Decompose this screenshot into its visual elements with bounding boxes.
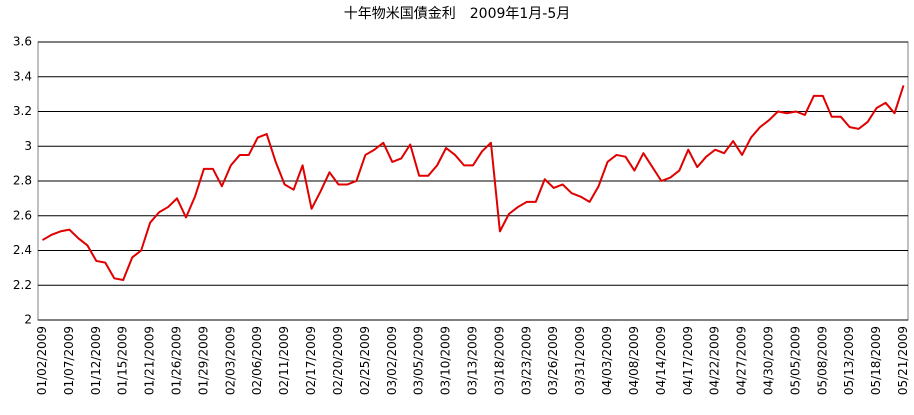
x-tick-label: 05/08/2009 — [815, 326, 829, 395]
x-tick-label: 05/18/2009 — [869, 326, 883, 395]
chart-title: 十年物米国債金利 2009年1月-5月 — [344, 6, 571, 22]
x-tick-label: 02/03/2009 — [223, 326, 237, 395]
x-tick-label: 01/12/2009 — [89, 326, 103, 395]
x-tick-label: 02/06/2009 — [250, 326, 264, 395]
x-tick-label: 03/23/2009 — [519, 326, 533, 395]
y-tick-label: 2.2 — [13, 278, 32, 292]
x-tick-label: 04/17/2009 — [681, 326, 695, 395]
x-tick-label: 04/03/2009 — [600, 326, 614, 395]
x-tick-label: 01/26/2009 — [170, 326, 184, 395]
y-tick-label: 2.8 — [13, 174, 32, 188]
y-tick-label: 3.2 — [13, 104, 32, 118]
x-tick-label: 01/15/2009 — [116, 326, 130, 395]
y-tick-label: 2.6 — [13, 208, 32, 222]
x-tick-label: 02/11/2009 — [277, 326, 291, 395]
y-tick-label: 2.4 — [13, 243, 32, 257]
x-tick-label: 03/18/2009 — [492, 326, 506, 395]
x-tick-label: 03/05/2009 — [412, 326, 426, 395]
x-tick-label: 04/27/2009 — [735, 326, 749, 395]
x-tick-label: 04/14/2009 — [654, 326, 668, 395]
x-tick-label: 01/07/2009 — [62, 326, 76, 395]
x-tick-label: 04/30/2009 — [761, 326, 775, 395]
x-tick-label: 03/10/2009 — [439, 326, 453, 395]
x-tick-label: 01/02/2009 — [35, 326, 49, 395]
y-tick-label: 2 — [24, 313, 32, 327]
x-tick-label: 02/25/2009 — [358, 326, 372, 395]
x-tick-label: 05/21/2009 — [896, 326, 910, 395]
x-tick-label: 05/05/2009 — [788, 326, 802, 395]
x-tick-label: 03/26/2009 — [546, 326, 560, 395]
x-tick-label: 01/29/2009 — [196, 326, 210, 395]
x-tick-label: 03/31/2009 — [573, 326, 587, 395]
x-tick-label: 02/20/2009 — [331, 326, 345, 395]
x-tick-label: 04/08/2009 — [627, 326, 641, 395]
x-tick-label: 01/21/2009 — [143, 326, 157, 395]
line-series — [41, 85, 905, 282]
y-tick-label: 3.6 — [13, 35, 32, 49]
y-tick-label: 3.4 — [13, 69, 32, 83]
x-tick-label: 04/22/2009 — [708, 326, 722, 395]
x-tick-label: 03/02/2009 — [385, 326, 399, 395]
y-tick-label: 3 — [24, 139, 32, 153]
x-tick-label: 02/17/2009 — [304, 326, 318, 395]
x-tick-label: 05/13/2009 — [842, 326, 856, 395]
x-tick-label: 03/13/2009 — [466, 326, 480, 395]
